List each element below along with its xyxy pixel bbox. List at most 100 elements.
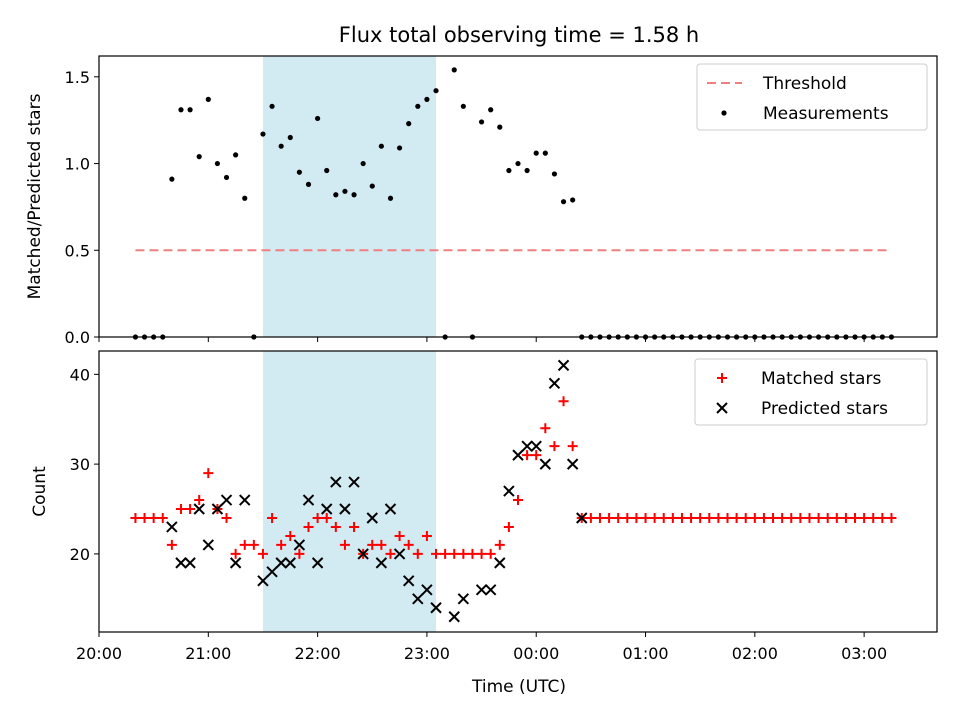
matched-star-point xyxy=(713,512,724,523)
matched-star-point xyxy=(594,512,605,523)
predicted-star-point xyxy=(539,458,552,470)
y-tick-label: 30 xyxy=(70,455,90,474)
measurement-point xyxy=(360,160,366,167)
matched-star-point xyxy=(194,495,205,506)
x-tick-label: 03:00 xyxy=(841,644,887,663)
matched-star-point xyxy=(421,530,432,541)
matched-star-point xyxy=(376,539,387,550)
matched-star-point xyxy=(722,512,733,523)
matched-star-point xyxy=(230,548,241,559)
measurement-point xyxy=(187,107,193,113)
measurement-point xyxy=(415,103,421,109)
matched-star-point xyxy=(704,512,715,523)
measurement-point xyxy=(451,67,457,73)
matched-star-point xyxy=(440,548,451,559)
matched-star-point xyxy=(640,512,651,523)
measurement-point xyxy=(524,167,530,174)
predicted-star-point xyxy=(448,611,460,623)
matched-star-point xyxy=(157,512,168,523)
predicted-star-point xyxy=(566,458,579,470)
matched-star-point xyxy=(777,512,788,523)
legend-label: Predicted stars xyxy=(761,399,888,419)
legend: Matched stars Predicted stars xyxy=(694,358,928,426)
matched-star-point xyxy=(649,512,660,523)
matched-star-point xyxy=(667,512,678,523)
matched-star-point xyxy=(585,512,596,523)
legend-predicted-swatch xyxy=(716,402,728,414)
matched-star-point xyxy=(148,512,159,523)
matched-star-point xyxy=(531,450,542,461)
matched-star-point xyxy=(276,539,287,550)
matched-star-point xyxy=(303,521,314,532)
predicted-star-point xyxy=(330,476,342,488)
measurement-point xyxy=(205,96,211,102)
measurement-point xyxy=(396,145,403,151)
measurement-point xyxy=(506,167,512,174)
matched-star-point xyxy=(686,512,697,523)
predicted-star-point xyxy=(576,512,588,524)
axes-frame xyxy=(98,350,938,633)
matched-star-point xyxy=(831,512,842,523)
x-axis-label: Time (UTC) xyxy=(471,677,566,697)
predicted-star-point xyxy=(402,575,415,587)
measurement-point xyxy=(406,121,412,127)
measurement-point xyxy=(296,169,302,175)
matched-star-point xyxy=(604,512,615,523)
figure-title: Flux total observing time = 1.58 h xyxy=(339,23,699,47)
matched-star-point xyxy=(540,423,551,434)
matched-star-point xyxy=(813,512,824,523)
legend-label: Threshold xyxy=(762,74,847,94)
predicted-star-point xyxy=(229,557,242,569)
measurement-point xyxy=(551,171,558,177)
x-tick-label: 02:00 xyxy=(732,644,778,663)
measurement-point xyxy=(342,188,348,194)
matched-star-point xyxy=(877,512,888,523)
predicted-star-point xyxy=(175,557,187,569)
matched-star-point xyxy=(868,512,879,523)
matched-star-point xyxy=(859,512,870,523)
measurement-point xyxy=(460,103,466,109)
predicted-star-point xyxy=(275,557,287,569)
matched-star-point xyxy=(330,521,341,532)
matched-star-point xyxy=(567,441,578,452)
bottom-panel: 20 30 40 20:00 21:00 22:00 23:00 00:00 01:00 02:0… xyxy=(30,350,938,663)
matched-star-point xyxy=(786,512,797,523)
measurement-point xyxy=(287,134,293,141)
predicted-star-point xyxy=(548,377,561,390)
predicted-star-point xyxy=(521,440,533,452)
x-tick-label: 20:00 xyxy=(76,644,122,663)
predicted-star-point xyxy=(457,593,470,605)
matched-star-point xyxy=(758,512,769,523)
matched-star-point xyxy=(257,548,268,559)
measurement-point xyxy=(214,160,221,167)
x-tick-label: 23:00 xyxy=(404,644,450,663)
matched-star-point xyxy=(695,512,706,523)
measurement-point xyxy=(515,160,521,167)
measurement-point xyxy=(497,124,503,130)
predicted-star-point xyxy=(202,539,215,551)
matched-star-point xyxy=(850,512,861,523)
matched-star-point xyxy=(840,512,851,523)
measurement-point xyxy=(269,103,275,109)
measurement-point xyxy=(242,195,248,201)
matched-star-point xyxy=(458,548,469,559)
matched-star-point xyxy=(476,548,487,559)
predicted-star-point xyxy=(302,494,315,506)
matched-star-point xyxy=(558,396,569,407)
measurement-point xyxy=(488,107,494,113)
matched-star-point xyxy=(613,512,624,523)
predicted-star-point xyxy=(284,557,296,569)
predicted-star-point xyxy=(421,584,433,596)
matched-star-point xyxy=(886,512,897,523)
predicted-star-point xyxy=(475,584,488,596)
matched-star-point xyxy=(349,521,360,532)
measurement-point xyxy=(260,131,266,137)
predicted-star-point xyxy=(430,602,442,614)
observing-window-span xyxy=(262,56,437,337)
measurement-point xyxy=(378,143,384,149)
predicted-star-point xyxy=(311,557,324,569)
predicted-star-point xyxy=(530,440,542,452)
predicted-star-point xyxy=(257,575,269,587)
predicted-star-point xyxy=(193,503,205,515)
